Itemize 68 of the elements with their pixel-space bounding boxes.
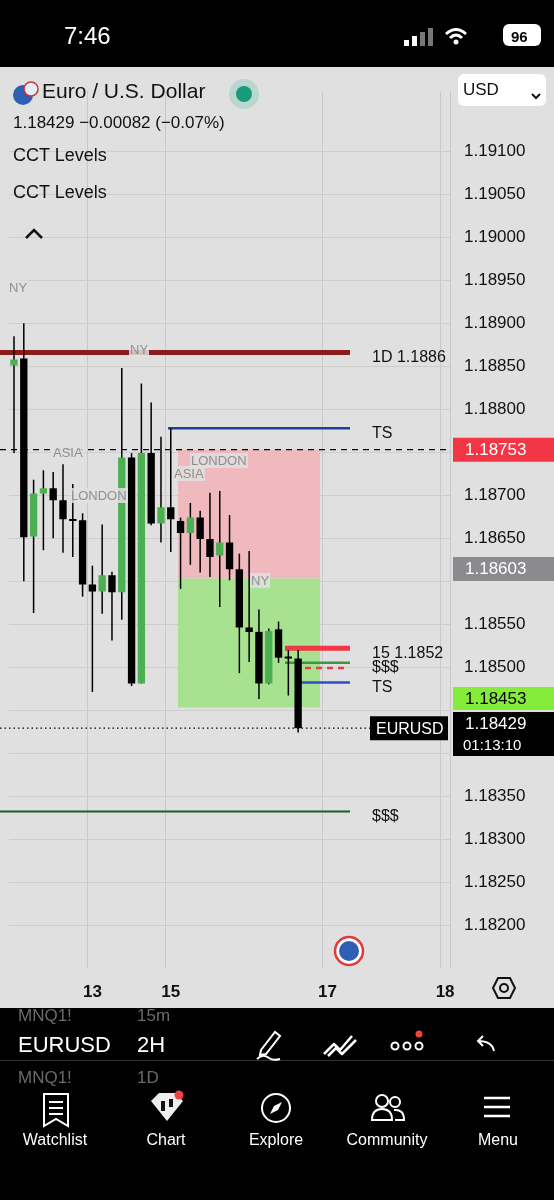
text: 15m (137, 1006, 171, 1026)
ref-line-label: TS (372, 423, 393, 441)
text: 1.18603 (465, 559, 527, 579)
text: 96 (511, 28, 528, 45)
candlestick (176, 516, 185, 590)
text: MNQ1! (18, 1006, 72, 1026)
ref-line-label: $$$ (372, 658, 399, 676)
text: 2H (137, 1032, 166, 1058)
chart-title: Euro / U.S. Dollar (42, 79, 206, 103)
candlestick (284, 649, 293, 697)
annotation: CCT Levels (13, 182, 107, 203)
ref-line-label: EURUSD (376, 719, 444, 737)
candlestick (98, 523, 106, 615)
ref-line-label: TS (372, 678, 393, 696)
text: MNQ1! (18, 1068, 72, 1088)
candlestick (206, 491, 214, 578)
text: Community (346, 1131, 428, 1149)
y-tick-label: 1.18350 (464, 785, 526, 805)
y-tick-label: 1.19000 (464, 227, 526, 247)
annotation: NY (250, 573, 271, 588)
x-tick-label: 15 (161, 981, 181, 1001)
y-tick-label: 1.18250 (464, 871, 526, 891)
y-tick-label: 1.18900 (464, 312, 526, 332)
y-tick-label: 1.18500 (464, 656, 526, 676)
ref-line-label: $$$ (372, 806, 399, 824)
text: 1.18429 (465, 714, 527, 734)
y-tick-label: 1.19050 (464, 184, 526, 204)
annotation: ASIA (173, 466, 205, 481)
candlestick (59, 463, 67, 554)
candlestick (39, 469, 48, 551)
text: 1.18429 −0.00082 (−0.07%) (13, 113, 225, 133)
annotation: LONDON (70, 488, 128, 503)
y-tick-label: 1.18550 (464, 613, 526, 633)
candlestick (216, 490, 224, 608)
text: Chart (146, 1131, 186, 1149)
x-tick-label: 18 (435, 981, 455, 1001)
text: USD (463, 80, 499, 100)
y-tick-label: 1.18700 (464, 484, 526, 504)
text: Explore (248, 1131, 304, 1149)
text: 01:13:10 (463, 736, 522, 753)
candlestick (196, 509, 204, 574)
annotation: LONDON (190, 453, 248, 468)
candlestick (49, 471, 57, 539)
text: 7:46 (64, 22, 111, 50)
annotation: CCT Levels (13, 145, 107, 166)
text: 1.18453 (465, 689, 527, 709)
y-tick-label: 1.18650 (464, 527, 526, 547)
x-tick-label: 17 (318, 981, 337, 1001)
text: Menu (477, 1131, 519, 1149)
candlestick (108, 570, 116, 642)
candlestick (186, 502, 195, 566)
ref-line-label: 1D 1.1886 (372, 347, 446, 365)
y-tick-label: 1.18300 (464, 828, 526, 848)
annotation: NY (8, 280, 29, 295)
ref-line-label: 1.18753 (465, 440, 527, 460)
text: Watchlist (22, 1131, 88, 1149)
y-tick-label: 1.19100 (464, 141, 526, 161)
text: 1D (137, 1068, 159, 1088)
y-tick-label: 1.18850 (464, 355, 526, 375)
candlestick (245, 550, 253, 663)
annotation: NY (129, 342, 150, 357)
y-tick-label: 1.18200 (464, 914, 526, 934)
ref-line-label: 15 1.1852 (372, 643, 444, 661)
y-tick-label: 1.18950 (464, 270, 526, 289)
annotation: ASIA (52, 445, 84, 460)
y-tick-label: 1.18800 (464, 398, 526, 418)
x-tick-label: 13 (82, 981, 102, 1001)
text: EURUSD (18, 1032, 111, 1058)
